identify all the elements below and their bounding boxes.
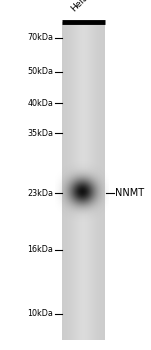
Text: 35kDa: 35kDa (27, 128, 53, 138)
Text: 50kDa: 50kDa (27, 68, 53, 77)
Text: 10kDa: 10kDa (27, 309, 53, 318)
Text: 70kDa: 70kDa (27, 34, 53, 42)
Text: Hela: Hela (69, 0, 90, 13)
Text: 40kDa: 40kDa (27, 98, 53, 107)
Text: 16kDa: 16kDa (27, 245, 53, 254)
Text: 23kDa: 23kDa (27, 189, 53, 197)
Text: NNMT: NNMT (115, 188, 144, 198)
